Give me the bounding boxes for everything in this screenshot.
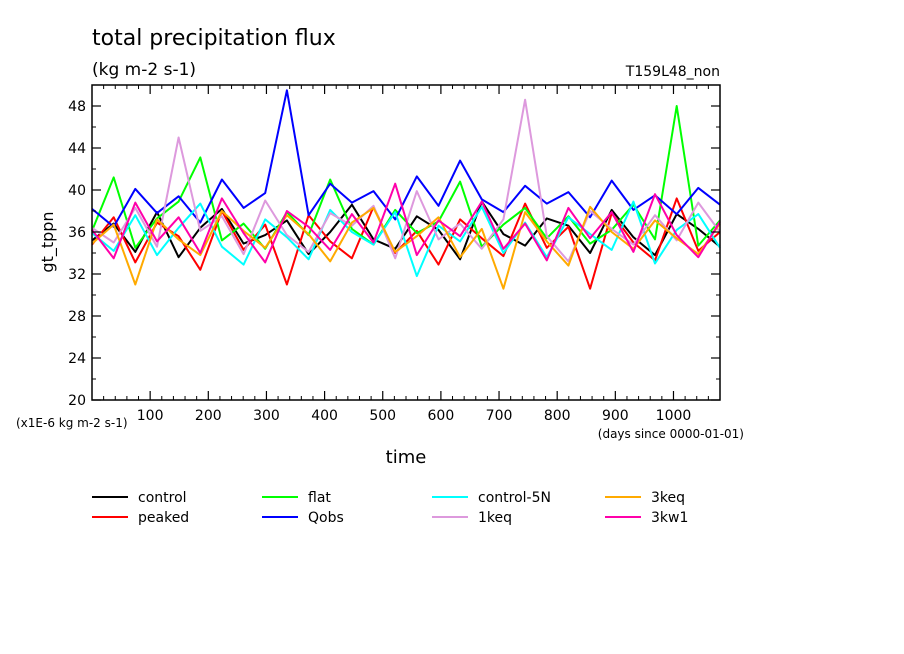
series-line-3keq [91,205,721,290]
y-axis-label: gt_tppn [38,211,58,272]
y-tick-label: 28 [68,309,86,325]
axis-layer: 100 200 300 400 500 600 700 800 900 1000 20 24 28 32 3… [68,85,720,424]
x-tick-label: 800 [544,408,571,424]
legend-item: control-5N [432,490,551,506]
legend-label: control-5N [478,490,551,506]
legend-item: Qobs [262,510,344,526]
x-tick-label: 500 [369,408,396,424]
x-tick-label: 700 [486,408,513,424]
x-tick-label: 900 [602,408,629,424]
x-tick-label: 300 [253,408,280,424]
series-line-3kw1 [91,182,721,264]
y-tick-label: 20 [68,393,86,409]
chart-title: total precipitation flux [92,26,336,51]
legend-item: 3kw1 [605,510,688,526]
legend-label: 3kw1 [651,510,688,526]
y-unit-note: (x1E-6 kg m-2 s-1) [16,416,128,430]
legend-item: control [92,490,187,506]
series-layer [91,89,721,290]
chart-subtitle: (kg m-2 s-1) [92,60,196,80]
legend-item: flat [262,490,331,506]
legend-label: flat [308,490,331,506]
series-line-1keq [91,98,721,263]
y-tick-label: 32 [68,267,86,283]
x-tick-label: 1000 [656,408,692,424]
x-unit-note: (days since 0000-01-01) [598,427,744,441]
legend: control peaked flat Qobs control-5N 1keq 3keq 3… [92,490,688,526]
series-line-control [91,200,721,261]
y-tick-label: 48 [68,99,86,115]
y-tick-label: 44 [68,141,86,157]
x-axis-label: time [386,447,427,468]
run-label: T159L48_non [625,64,720,80]
legend-label: peaked [138,510,189,526]
x-tick-label: 600 [428,408,455,424]
x-tick-label: 200 [195,408,222,424]
legend-label: control [138,490,187,506]
legend-item: 3keq [605,490,685,506]
legend-label: Qobs [308,510,344,526]
y-tick-label: 36 [68,225,86,241]
legend-label: 3keq [651,490,685,506]
legend-item: peaked [92,510,189,526]
x-tick-label: 100 [137,408,164,424]
y-tick-label: 40 [68,183,86,199]
x-tick-label: 400 [311,408,338,424]
legend-item: 1keq [432,510,512,526]
y-tick-label: 24 [68,351,86,367]
legend-label: 1keq [478,510,512,526]
plot-frame [91,84,721,401]
